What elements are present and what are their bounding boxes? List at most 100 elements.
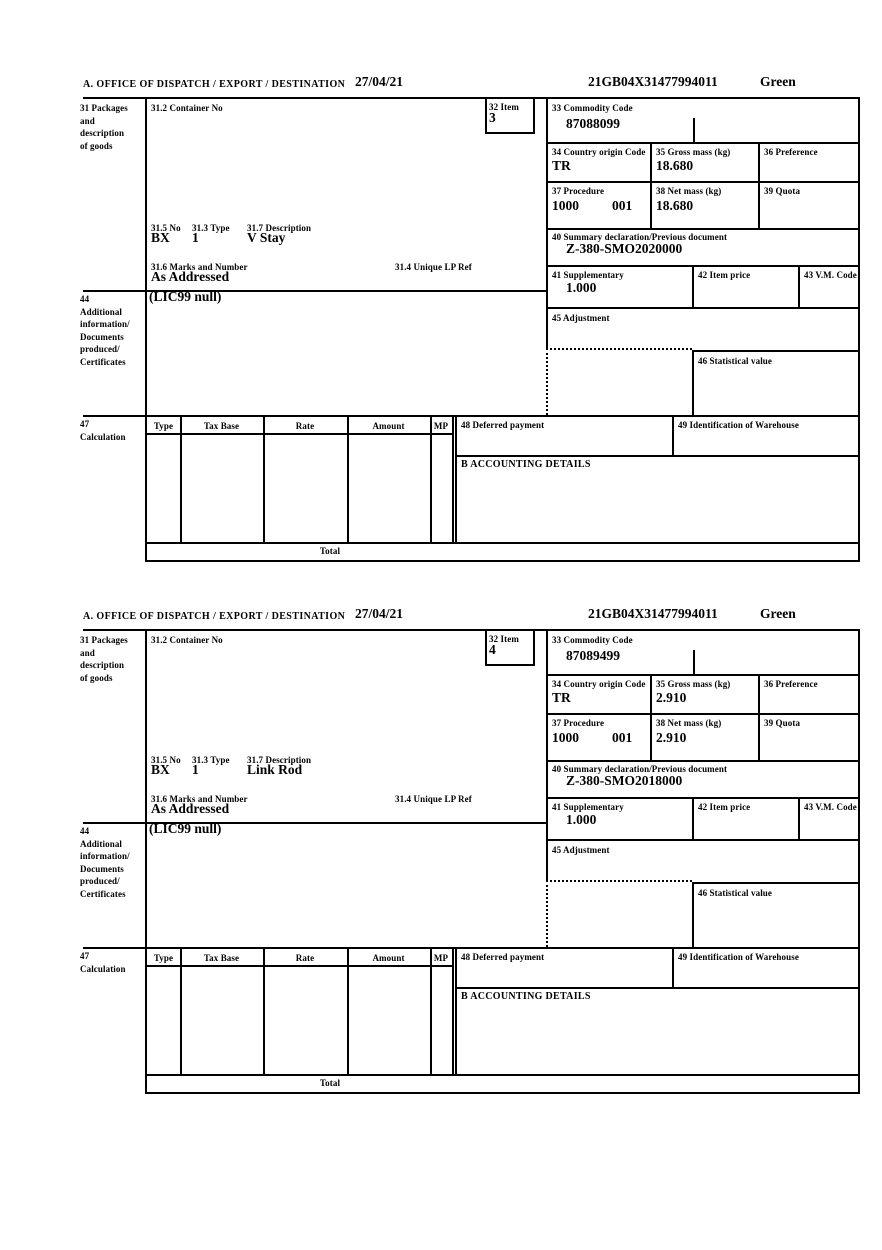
- gross-mass-value: 18.680: [656, 158, 694, 173]
- box31-2-label: 31.2 Container No: [151, 103, 223, 113]
- additional-info-value: (LIC99 null): [149, 821, 222, 836]
- box45-label: 45 Adjustment: [552, 845, 610, 855]
- supplementary-value: 1.000: [566, 812, 597, 827]
- goods-description-value: V Stay: [247, 230, 286, 245]
- box31-2-label: 31.2 Container No: [151, 635, 223, 645]
- box34-label: 34 Country origin Code: [552, 147, 646, 157]
- package-type-value: 1: [192, 762, 199, 777]
- divider: [546, 713, 860, 715]
- divider: [180, 947, 182, 1074]
- box31-5-label: 31.5 No: [151, 755, 181, 765]
- divider: [83, 97, 860, 99]
- divider: [798, 797, 800, 839]
- divider: [430, 415, 432, 542]
- divider: [692, 797, 694, 839]
- declaration-date: 27/04/21: [355, 74, 404, 89]
- mrn-value: 21GB04X31477994011: [588, 606, 718, 621]
- routing-status: Green: [760, 74, 796, 89]
- country-origin-value: TR: [552, 158, 571, 173]
- box31-5-label: 31.5 No: [151, 223, 181, 233]
- divider: [650, 674, 652, 760]
- divider: [83, 629, 860, 631]
- divider: [83, 290, 546, 292]
- box31-6-label: 31.6 Marks and Number: [151, 262, 248, 272]
- box33-label: 33 Commodity Code: [552, 635, 633, 645]
- supplementary-value: 1.000: [566, 280, 597, 295]
- divider: [546, 228, 860, 230]
- divider: [263, 415, 265, 542]
- divider: [798, 265, 800, 307]
- box39-label: 39 Quota: [764, 186, 801, 196]
- procedure-value: 1000: [552, 198, 579, 213]
- item-number-value: 3: [489, 110, 496, 125]
- divider: [485, 664, 535, 666]
- box37-label: 37 Procedure: [552, 718, 605, 728]
- box35-label: 35 Gross mass (kg): [656, 679, 731, 689]
- divider: [452, 415, 454, 542]
- commodity-code-value: 87088099: [566, 116, 620, 131]
- divider: [546, 265, 860, 267]
- divider: [546, 797, 860, 799]
- divider: [858, 629, 860, 1092]
- divider: [672, 947, 674, 987]
- divider: [693, 118, 695, 142]
- divider: [692, 882, 694, 947]
- marks-value: As Addressed: [151, 801, 230, 816]
- divider: [452, 947, 454, 1074]
- divider: [145, 97, 147, 560]
- procedure-code2-value: 001: [612, 198, 633, 213]
- box31-7-label: 31.7 Description: [247, 755, 312, 765]
- divider: [546, 181, 860, 183]
- box49-label: 49 Identification of Warehouse: [678, 420, 799, 430]
- net-mass-value: 2.910: [656, 730, 687, 745]
- divider: [546, 839, 860, 841]
- divider: [147, 965, 452, 967]
- box32-label: 32 Item: [489, 102, 519, 112]
- divider: [455, 415, 457, 542]
- col-type-header: Type: [153, 421, 174, 431]
- commodity-code-value: 87089499: [566, 648, 620, 663]
- box43-label: 43 V.M. Code: [804, 802, 857, 812]
- accounting-details-label: B ACCOUNTING DETAILS: [461, 459, 591, 470]
- country-origin-value: TR: [552, 690, 571, 705]
- divider: [546, 760, 860, 762]
- divider: [858, 97, 860, 560]
- divider: [672, 415, 674, 455]
- box44-label: 44 Additional information/ Documents pro…: [80, 294, 130, 367]
- divider: [180, 415, 182, 542]
- col-tax-base-header: Tax Base: [203, 421, 240, 431]
- box40-label: 40 Summary declaration/Previous document: [552, 232, 728, 242]
- box47-label: 47 Calculation: [80, 951, 126, 974]
- box47-label: 47 Calculation: [80, 419, 126, 442]
- package-no-value: BX: [151, 230, 170, 245]
- declaration-item-section-2: A. OFFICE OF DISPATCH / EXPORT / DESTINA…: [0, 607, 882, 1097]
- procedure-code2-value: 001: [612, 730, 633, 745]
- total-label: Total: [319, 1078, 341, 1088]
- box41-label: 41 Supplementary: [552, 270, 624, 280]
- office-of-dispatch-label: A. OFFICE OF DISPATCH / EXPORT / DESTINA…: [83, 611, 346, 622]
- divider: [147, 433, 452, 435]
- package-type-value: 1: [192, 230, 199, 245]
- divider: [347, 415, 349, 542]
- box31-4-label: 31.4 Unique LP Ref: [395, 262, 472, 272]
- office-of-dispatch-label: A. OFFICE OF DISPATCH / EXPORT / DESTINA…: [83, 79, 346, 90]
- divider: [145, 542, 860, 544]
- box36-label: 36 Preference: [764, 147, 818, 157]
- divider: [83, 415, 860, 417]
- additional-info-value: (LIC99 null): [149, 289, 222, 304]
- divider: [430, 947, 432, 1074]
- box38-label: 38 Net mass (kg): [656, 186, 722, 196]
- routing-status: Green: [760, 606, 796, 621]
- divider: [83, 947, 860, 949]
- divider: [692, 350, 694, 415]
- box31-3-label: 31.3 Type: [192, 755, 230, 765]
- box31-4-label: 31.4 Unique LP Ref: [395, 794, 472, 804]
- declaration-item-section-1: A. OFFICE OF DISPATCH / EXPORT / DESTINA…: [0, 75, 882, 565]
- box40-label: 40 Summary declaration/Previous document: [552, 764, 728, 774]
- box31-label: 31 Packages and description of goods: [80, 635, 128, 683]
- col-mp-header: MP: [433, 421, 449, 431]
- box35-label: 35 Gross mass (kg): [656, 147, 731, 157]
- divider: [145, 1074, 860, 1076]
- gross-mass-value: 2.910: [656, 690, 687, 705]
